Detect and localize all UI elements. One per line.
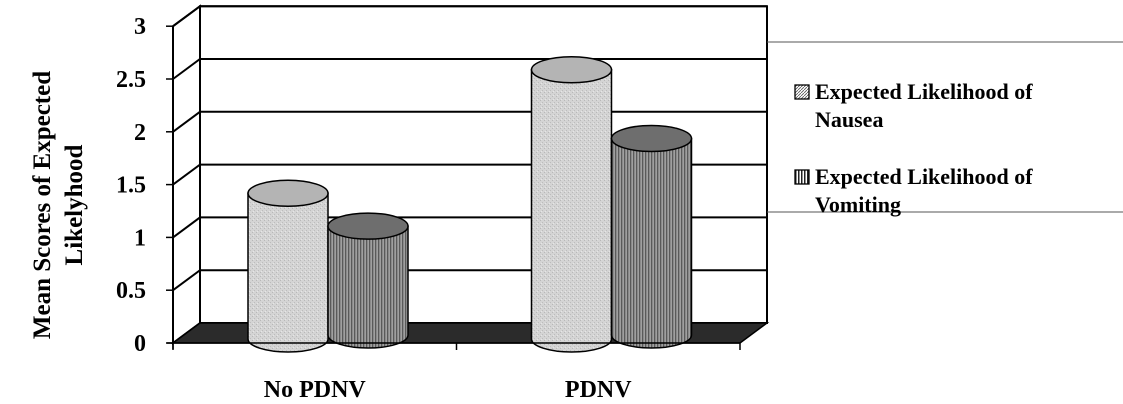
y-tick-label: 1.5	[116, 173, 146, 199]
legend-swatch	[794, 84, 810, 100]
y-axis-title-line: Mean Scores of Expected	[29, 71, 56, 339]
legend: Expected Likelihood of Nausea Expected Lik…	[767, 41, 1123, 217]
bar-nausea	[247, 179, 329, 353]
y-axis-title-line: Likelyhood	[61, 144, 88, 265]
y-tick-label: 2	[134, 120, 146, 146]
y-axis-title: Mean Scores of Expected Likelyhood	[29, 71, 88, 339]
legend-label: Expected Likelihood of	[815, 79, 1033, 104]
cylinder-top	[327, 212, 409, 240]
cylinder-top	[610, 124, 693, 153]
cylinder-body	[610, 137, 693, 349]
legend-swatch	[794, 169, 810, 185]
bar-nausea	[530, 55, 613, 353]
cylinder-top	[530, 55, 613, 84]
cylinder-top	[247, 179, 329, 208]
legend-label: Vomiting	[815, 192, 901, 217]
cylinder-body	[530, 68, 613, 353]
cylinder-body	[247, 192, 329, 353]
y-tick-label: 0.5	[116, 278, 146, 304]
x-category-label: PDNV	[565, 377, 632, 403]
y-tick-label: 0	[134, 331, 146, 357]
legend-label: Expected Likelihood of	[815, 164, 1033, 189]
cylinder-body	[327, 225, 409, 349]
gridline	[172, 5, 767, 28]
bar-vomiting	[610, 124, 693, 349]
y-tick-label: 1	[134, 225, 146, 251]
x-category-label: No PDNV	[264, 377, 367, 403]
y-tick-label: 3	[134, 14, 146, 40]
bar-vomiting	[327, 212, 409, 349]
legend-label: Nausea	[815, 107, 883, 132]
y-tick-label: 2.5	[116, 67, 146, 93]
